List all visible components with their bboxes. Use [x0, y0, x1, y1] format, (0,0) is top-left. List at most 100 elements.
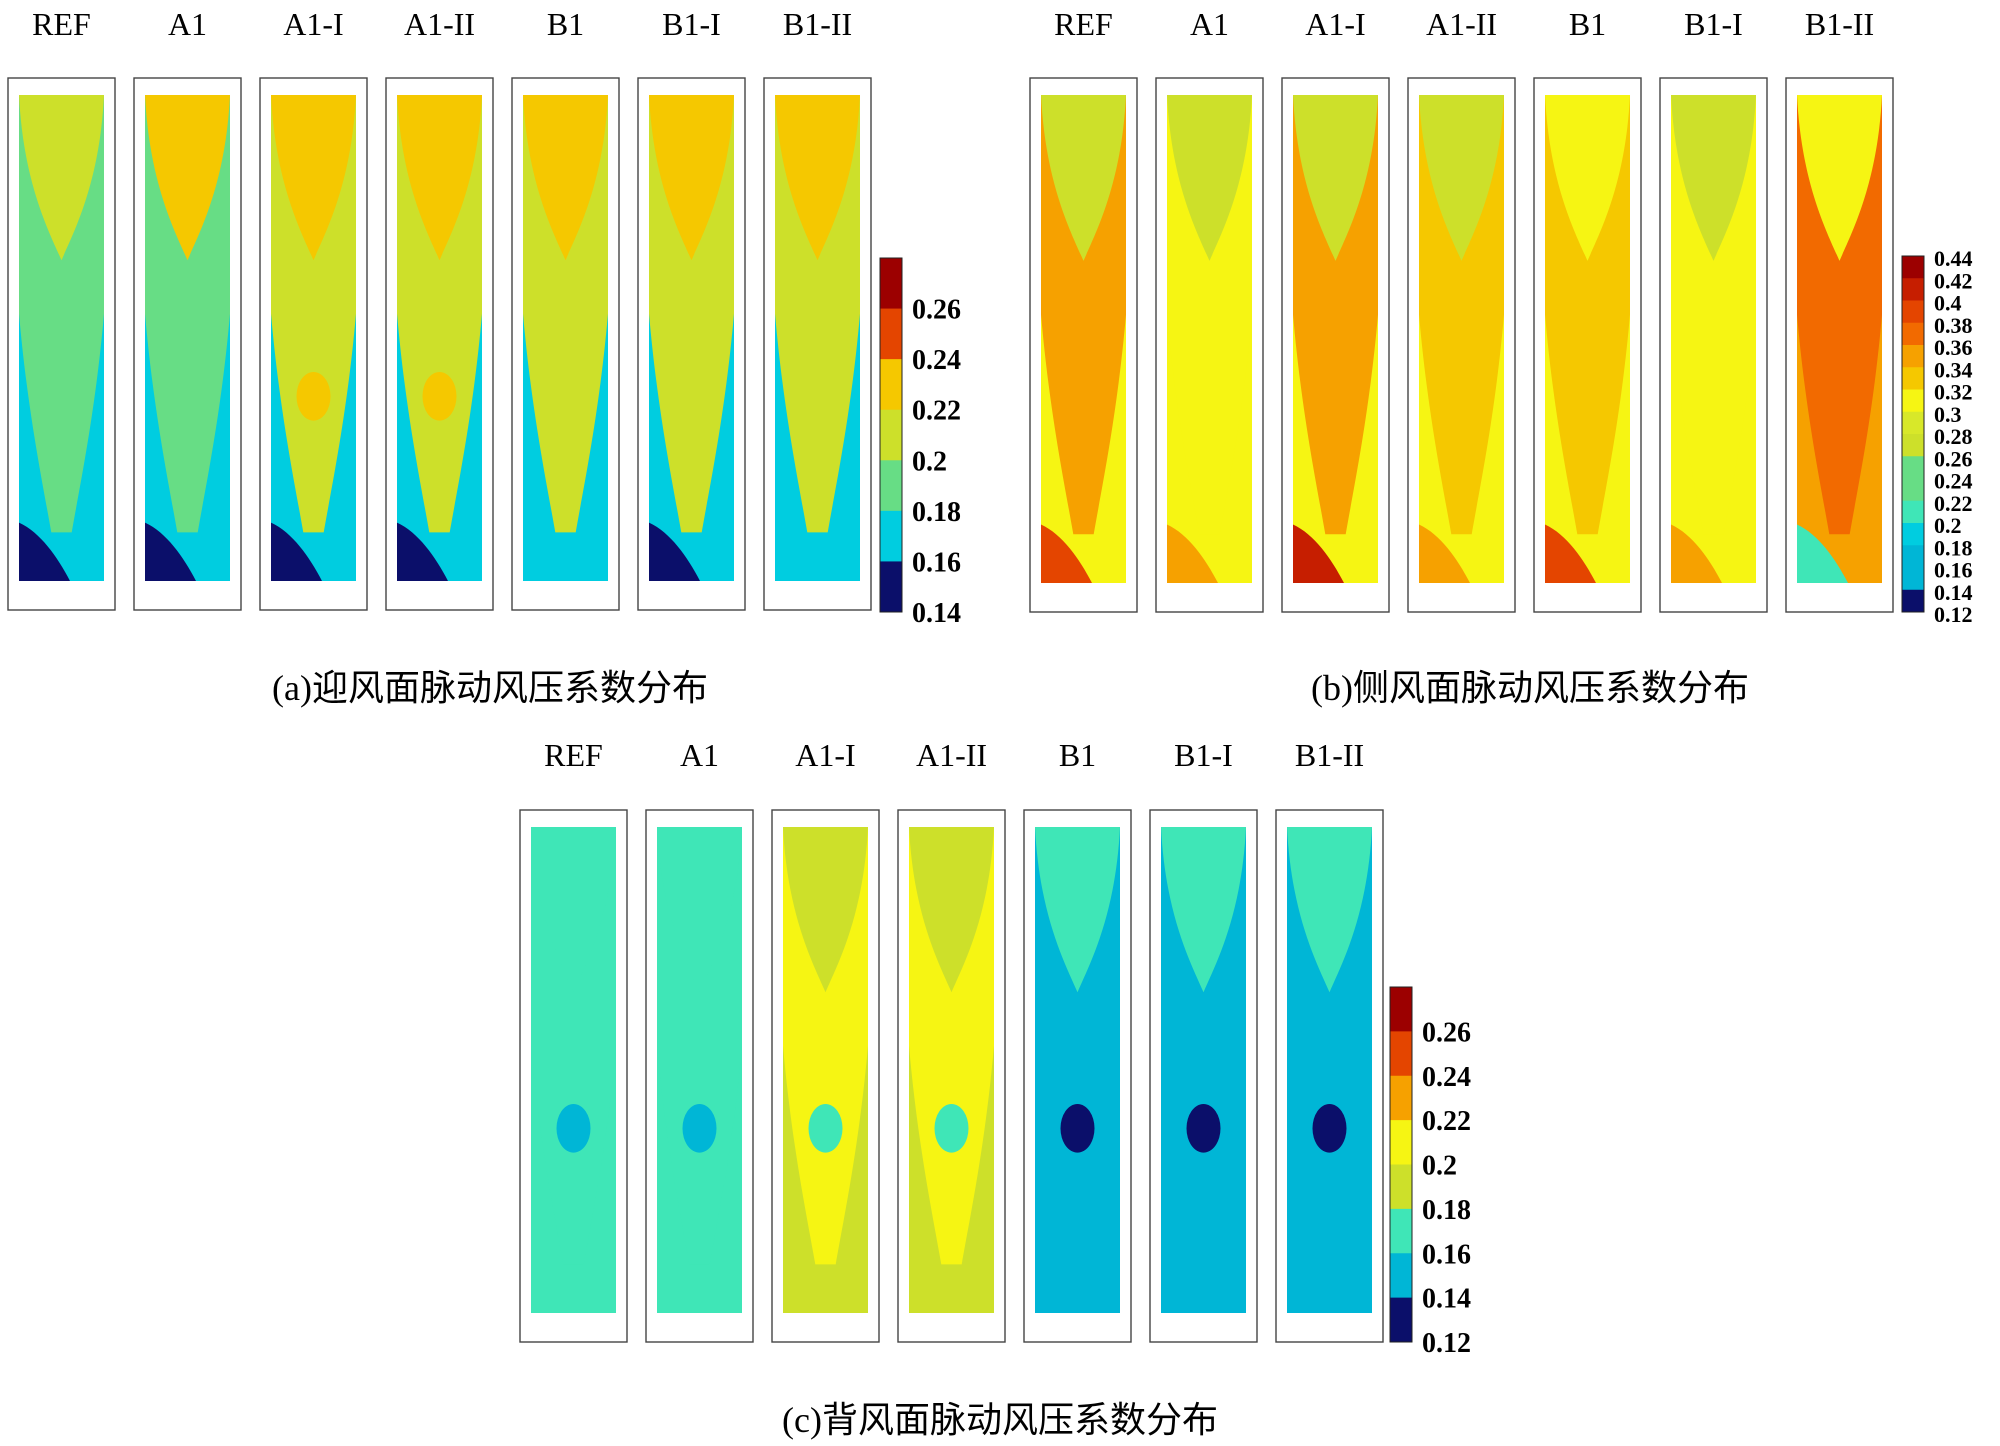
contour-blob — [556, 1104, 591, 1153]
colorbar-tick-label: 0.24 — [912, 345, 961, 376]
colorbar-segment — [880, 460, 902, 512]
colorbar-tick-label: 0.34 — [1934, 357, 1973, 382]
contour-blob — [1186, 1104, 1221, 1153]
colorbar-segment — [1390, 1120, 1412, 1165]
contour-fill-top — [1167, 95, 1252, 261]
contour-panel — [1407, 77, 1516, 613]
contour-panel — [1023, 809, 1132, 1343]
contour-corner — [19, 522, 70, 581]
contour-panel — [763, 77, 872, 611]
contour-panel — [1533, 77, 1642, 613]
colorbar-segment — [1902, 478, 1924, 502]
panel-label: A1-II — [404, 6, 475, 42]
panel-label: REF — [544, 737, 603, 773]
colorbar-tick-label: 0.18 — [1934, 535, 1973, 560]
contour-panel — [1275, 809, 1384, 1343]
contour-panel — [1659, 77, 1768, 613]
panel-label: B1-I — [1684, 6, 1743, 42]
contour-fill-top — [271, 95, 356, 261]
panel-label: B1-I — [662, 6, 721, 42]
panel-label: REF — [32, 6, 91, 42]
colorbar-segment — [1902, 567, 1924, 591]
leeward-chart-group: REF A1 A1-I A1-II B1 B1-I B1-II 0.26 0.24 0.22 0.2… — [519, 737, 1471, 1440]
contour-corner — [145, 522, 196, 581]
colorbar-tick-label: 0.16 — [1934, 558, 1973, 583]
panel-caption: (c)背风面脉动风压系数分布 — [782, 1400, 1218, 1440]
colorbar-tick-label: 0.2 — [912, 446, 947, 477]
colorbar-tick-label: 0.22 — [1934, 491, 1973, 516]
contour-panel — [1155, 77, 1264, 613]
contour-panel — [1029, 77, 1138, 613]
contour-corner — [1041, 524, 1092, 583]
colorbar-tick-label: 0.12 — [1422, 1328, 1471, 1359]
contour-fill-top — [531, 827, 616, 993]
colorbar-tick-label: 0.44 — [1934, 246, 1973, 271]
colorbar-segment — [1902, 256, 1924, 279]
colorbar-frame — [1389, 986, 1413, 1343]
colorbar-segment — [1390, 1297, 1412, 1343]
contour-corner — [271, 522, 322, 581]
contour-fill-top — [397, 95, 482, 261]
colorbar-tick-label: 0.32 — [1934, 380, 1973, 405]
colorbar-frame — [1901, 255, 1925, 613]
contour-corner — [1293, 524, 1344, 583]
colorbar-tick-label: 0.28 — [1934, 424, 1973, 449]
contour-fill-top — [145, 95, 230, 261]
contour-panel — [771, 809, 880, 1343]
contour-fill-top — [1041, 95, 1126, 261]
colorbar-segment — [880, 359, 902, 411]
colorbar-segment — [1902, 300, 1924, 324]
colorbar-segment — [1902, 345, 1924, 368]
contour-fill-top — [783, 827, 868, 993]
contour-panel — [1149, 809, 1258, 1343]
colorbar-tick-label: 0.24 — [1422, 1062, 1471, 1093]
contour-fill-top — [19, 95, 104, 261]
colorbar-frame — [879, 257, 903, 613]
side-chart-group: REF A1 A1-I A1-II B1 B1-I B1-II 0.440.420.40.38… — [1029, 6, 1973, 708]
contour-panel — [1785, 77, 1894, 613]
contour-corner — [649, 522, 700, 581]
contour-corner — [1797, 524, 1848, 583]
contour-panel — [133, 77, 242, 611]
colorbar-segment — [1902, 434, 1924, 457]
contour-fill-top — [1161, 827, 1246, 993]
contour-fill-top — [1287, 827, 1372, 993]
colorbar-tick-label: 0.36 — [1934, 335, 1973, 360]
panel-label: A1-II — [916, 737, 987, 773]
colorbar-tick-label: 0.26 — [1934, 446, 1973, 471]
colorbar-tick-label: 0.16 — [1422, 1239, 1471, 1270]
contour-fill-top — [1671, 95, 1756, 261]
contour-corner — [1167, 524, 1218, 583]
contour-fill-top — [1293, 95, 1378, 261]
colorbar-tick-label: 0.24 — [1934, 469, 1973, 494]
contour-fill-top — [1419, 95, 1504, 261]
contour-fill-top — [1545, 95, 1630, 261]
contour-corner — [397, 522, 448, 581]
colorbar-tick-label: 0.18 — [1422, 1195, 1471, 1226]
colorbar-segment — [1902, 500, 1924, 524]
panel-caption: (b)侧风面脉动风压系数分布 — [1311, 668, 1749, 708]
contour-panel — [645, 809, 754, 1343]
contour-panel — [7, 77, 116, 611]
colorbar-segment — [880, 561, 902, 613]
colorbar-segment — [1902, 389, 1924, 413]
contour-fill-top — [775, 95, 860, 261]
contour-fill-top — [657, 827, 742, 993]
contour-panel — [637, 77, 746, 611]
contour-blob — [934, 1104, 969, 1153]
contour-fill-top — [1797, 95, 1882, 261]
contour-blob — [1060, 1104, 1095, 1153]
contour-blob — [808, 1104, 843, 1153]
panel-label: B1 — [547, 6, 584, 42]
colorbar-tick-label: 0.4 — [1934, 291, 1962, 316]
colorbar-tick-label: 0.18 — [912, 497, 961, 528]
contour-fill-top — [1035, 827, 1120, 993]
colorbar-tick-label: 0.14 — [1422, 1284, 1471, 1315]
colorbar-segment — [880, 409, 902, 461]
colorbar-segment — [1902, 367, 1924, 390]
panel-label: B1 — [1059, 737, 1096, 773]
contour-fill-top — [909, 827, 994, 993]
colorbar-segment — [1902, 523, 1924, 546]
contour-blob — [296, 372, 331, 421]
contour-panel — [511, 77, 620, 611]
